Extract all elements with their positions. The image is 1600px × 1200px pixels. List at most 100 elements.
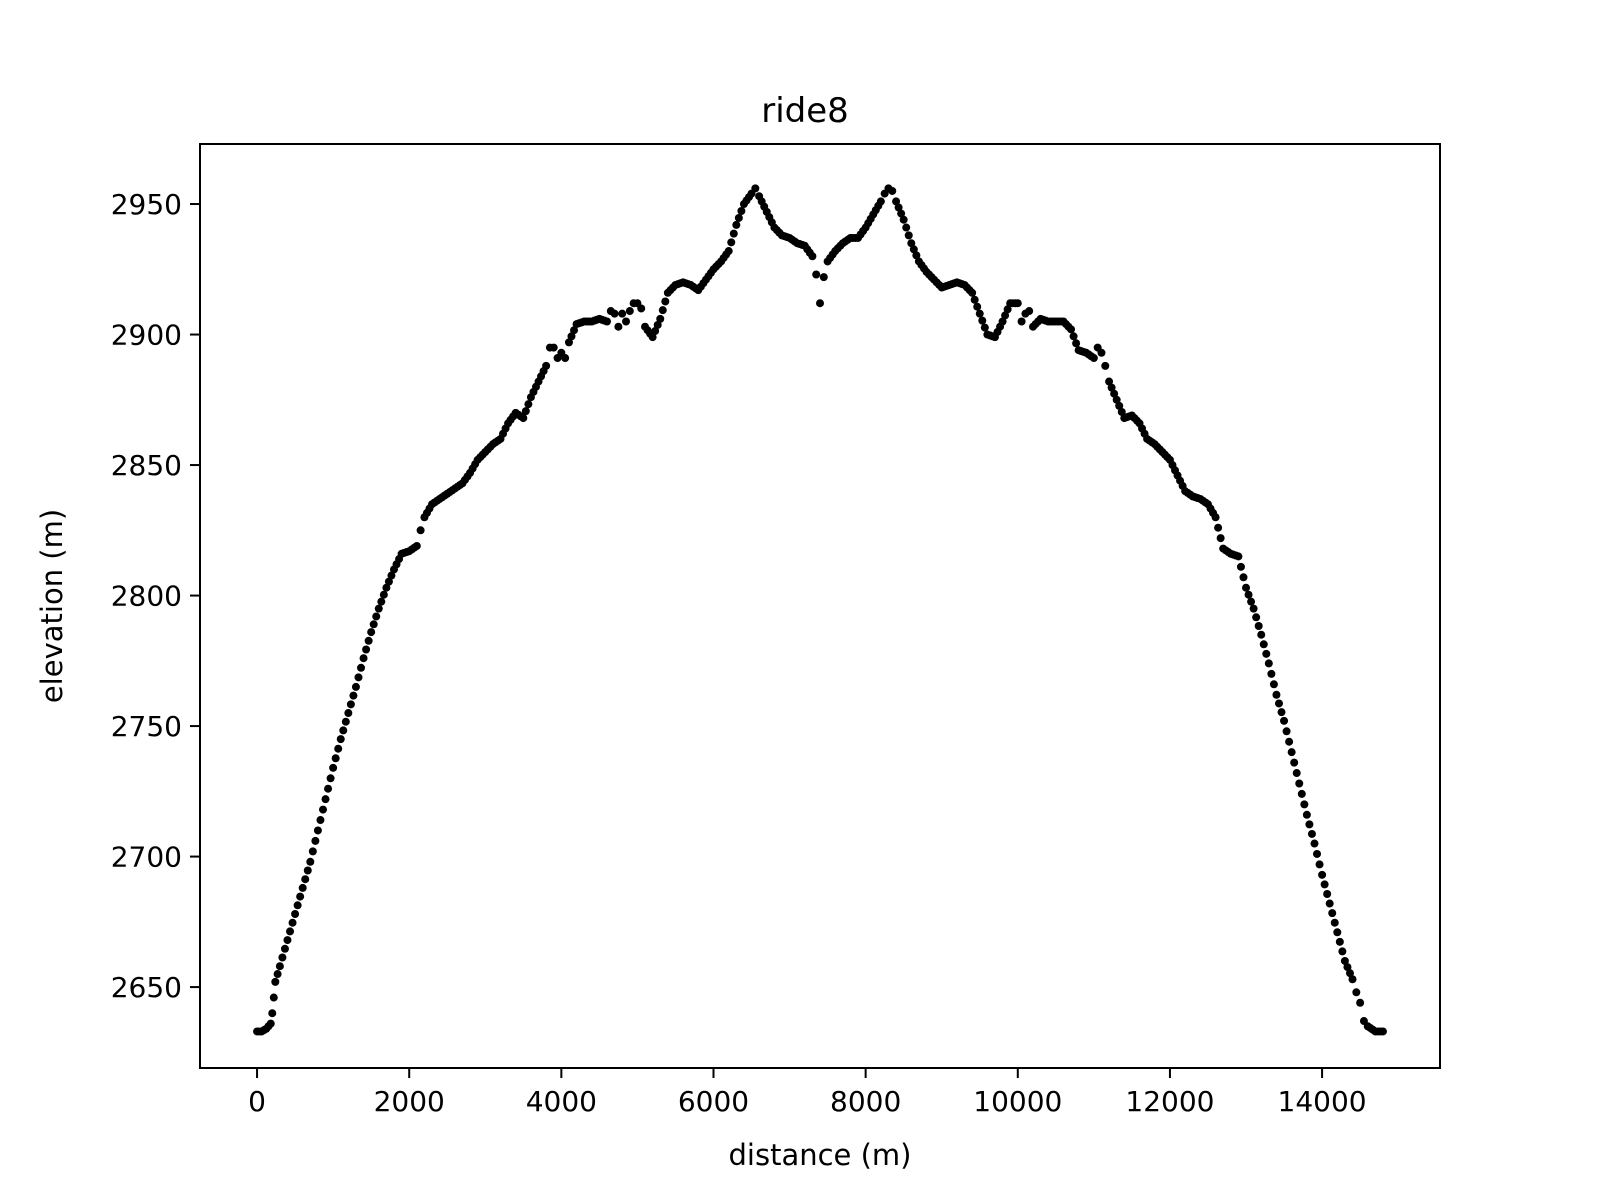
data-point	[1378, 1027, 1387, 1036]
data-point	[1269, 680, 1278, 689]
data-point	[1013, 299, 1022, 308]
data-point	[1338, 947, 1347, 956]
data-point	[912, 251, 921, 260]
data-point	[341, 717, 350, 726]
data-point	[656, 314, 665, 323]
data-point	[1105, 377, 1114, 386]
data-point	[346, 700, 355, 709]
data-point	[1025, 307, 1034, 316]
data-point	[1110, 389, 1119, 398]
data-point	[306, 857, 315, 866]
data-point	[1340, 956, 1349, 965]
data-point	[564, 338, 573, 347]
data-point	[273, 970, 282, 979]
data-point	[379, 590, 388, 599]
data-point	[998, 317, 1007, 326]
data-point	[561, 354, 570, 363]
data-point	[816, 299, 824, 308]
data-point	[1257, 630, 1266, 639]
data-point	[269, 993, 278, 1002]
data-point	[625, 307, 634, 316]
data-point	[737, 206, 746, 215]
plot-frame	[199, 143, 1441, 1069]
data-point	[549, 343, 558, 352]
data-point	[266, 1019, 275, 1028]
data-point	[362, 645, 371, 654]
data-point	[268, 1009, 277, 1018]
data-point	[1252, 613, 1261, 622]
data-point	[359, 654, 368, 663]
data-point	[377, 597, 386, 606]
y-axis-label: elevation (m)	[35, 509, 69, 703]
data-point	[313, 826, 322, 835]
x-tick-label: 12000	[1125, 1085, 1214, 1118]
data-point	[351, 682, 360, 691]
data-point	[349, 691, 358, 700]
data-point	[724, 247, 733, 256]
data-point	[372, 612, 381, 621]
data-point	[909, 245, 918, 254]
data-point	[1330, 918, 1339, 927]
y-tick-label: 2800	[111, 580, 182, 613]
data-point	[1097, 348, 1106, 357]
x-tick-label: 8000	[830, 1085, 901, 1118]
data-point	[374, 604, 383, 613]
data-point	[876, 197, 885, 206]
data-point	[980, 323, 989, 332]
data-point	[1264, 659, 1273, 668]
data-point	[308, 847, 317, 856]
data-point	[892, 197, 901, 206]
data-point	[1313, 849, 1322, 858]
x-axis-label: distance (m)	[729, 1138, 912, 1172]
data-point	[727, 238, 736, 247]
data-point	[364, 636, 373, 645]
data-point	[1277, 708, 1286, 717]
data-point	[286, 927, 295, 936]
data-point	[521, 407, 530, 416]
data-point	[622, 317, 631, 326]
data-point	[1315, 860, 1324, 869]
data-point	[1211, 513, 1220, 522]
data-point	[1069, 332, 1078, 341]
data-point	[1295, 779, 1304, 788]
data-point	[1262, 649, 1271, 658]
data-point	[1292, 769, 1301, 778]
data-point	[1356, 998, 1365, 1007]
data-point	[1323, 889, 1332, 898]
data-point	[303, 866, 312, 875]
y-tick-label: 2650	[111, 971, 182, 1004]
data-point	[1115, 401, 1124, 410]
data-point	[899, 215, 908, 224]
data-point	[1280, 716, 1289, 725]
data-point	[1272, 690, 1281, 699]
data-point	[1302, 810, 1311, 819]
x-tick-label: 14000	[1278, 1085, 1367, 1118]
data-points	[253, 184, 1387, 1036]
data-point	[808, 252, 817, 261]
data-point	[382, 583, 391, 592]
data-point	[968, 288, 977, 297]
data-point	[888, 186, 897, 195]
data-point	[978, 316, 987, 325]
x-tick-label: 0	[248, 1085, 266, 1118]
data-point	[610, 309, 619, 318]
data-point	[1244, 590, 1253, 599]
data-point	[651, 327, 660, 336]
y-tick-label: 2700	[111, 841, 182, 874]
data-point	[975, 309, 984, 318]
data-point	[1101, 361, 1110, 370]
data-point	[819, 273, 828, 282]
data-point	[907, 239, 916, 248]
x-axis: 0 2000 4000 6000 8000 10000 12000 14000	[248, 1068, 1367, 1118]
data-point	[336, 735, 345, 744]
data-point	[1274, 699, 1283, 708]
data-point	[734, 213, 743, 222]
data-point	[344, 709, 353, 718]
data-point	[288, 918, 297, 927]
data-point	[602, 317, 611, 326]
data-point	[751, 184, 760, 193]
data-point	[732, 220, 741, 229]
data-point	[387, 571, 396, 580]
data-point	[567, 332, 576, 341]
data-point	[1287, 748, 1296, 757]
